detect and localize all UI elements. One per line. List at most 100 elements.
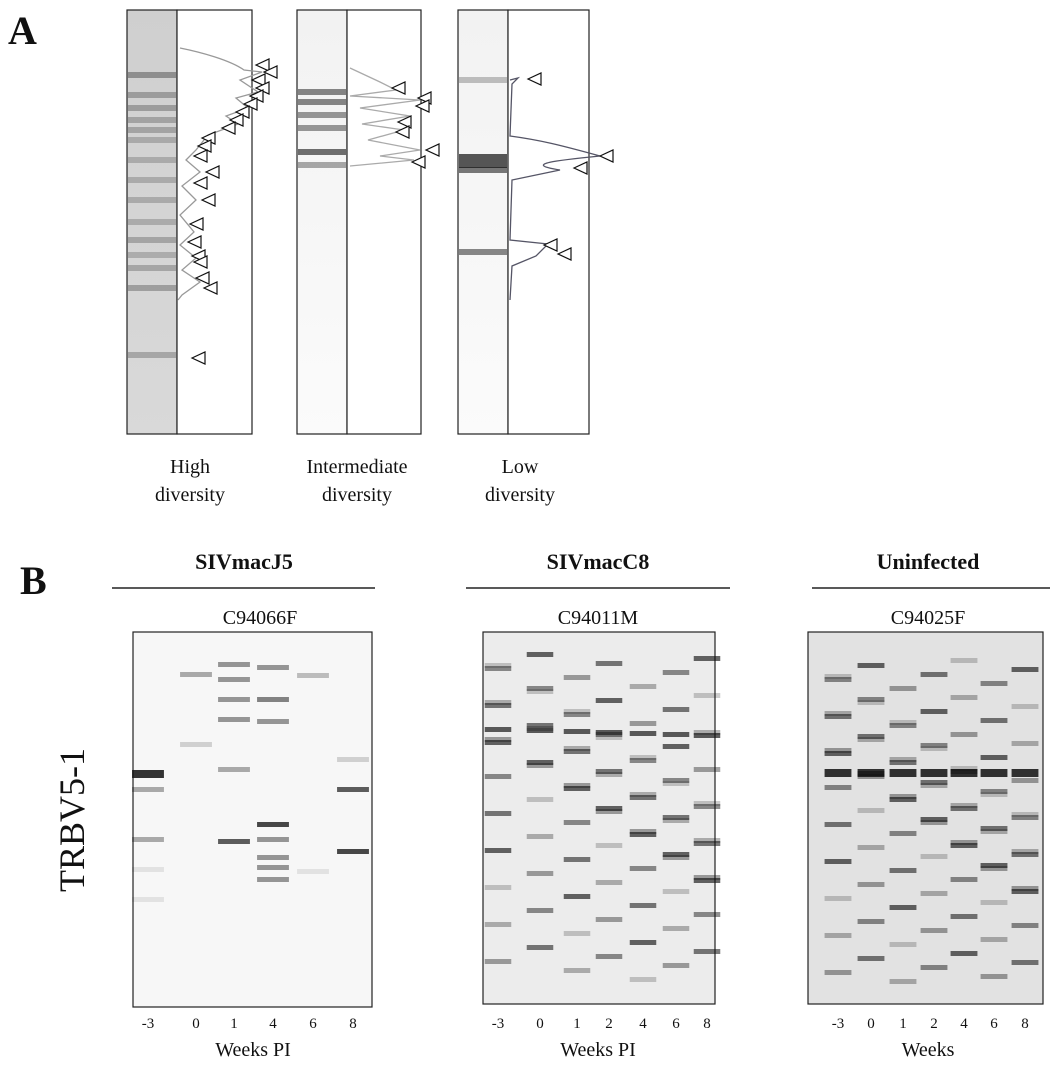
lane-label: -3 bbox=[142, 1016, 155, 1032]
band bbox=[526, 908, 554, 913]
band bbox=[595, 806, 623, 811]
band bbox=[629, 903, 657, 908]
band bbox=[595, 735, 623, 740]
band bbox=[257, 855, 289, 860]
band bbox=[980, 769, 1008, 777]
band bbox=[128, 137, 176, 143]
densitometry-trace bbox=[509, 76, 601, 301]
band bbox=[857, 956, 885, 961]
band bbox=[980, 937, 1008, 942]
lane-label: 4 bbox=[960, 1016, 968, 1032]
peak-marker bbox=[242, 97, 258, 111]
lane-label: 4 bbox=[639, 1016, 647, 1032]
band bbox=[257, 865, 289, 870]
band bbox=[824, 822, 852, 827]
band bbox=[950, 914, 978, 919]
trace-box bbox=[176, 9, 253, 435]
band bbox=[180, 672, 212, 677]
band bbox=[526, 686, 554, 691]
band bbox=[526, 760, 554, 765]
band bbox=[889, 979, 917, 984]
band bbox=[693, 656, 721, 661]
band bbox=[980, 974, 1008, 979]
band bbox=[662, 670, 690, 675]
band bbox=[526, 945, 554, 950]
band bbox=[484, 811, 512, 816]
band bbox=[662, 732, 690, 737]
band bbox=[595, 880, 623, 885]
band bbox=[595, 917, 623, 922]
peak-marker bbox=[556, 247, 572, 261]
gel-caption: High bbox=[170, 456, 210, 478]
band bbox=[889, 723, 917, 728]
band bbox=[563, 968, 591, 973]
gel-group: SIVmacC8 C94011M -3 0 1 2 4 6 8 Weeks PI bbox=[466, 549, 730, 1061]
band bbox=[132, 867, 164, 872]
gel-caption: Low bbox=[502, 456, 539, 478]
lane-label: 6 bbox=[672, 1016, 680, 1032]
band bbox=[980, 789, 1008, 794]
band bbox=[629, 792, 657, 797]
band bbox=[298, 99, 346, 105]
band bbox=[824, 748, 852, 753]
group-title: SIVmacC8 bbox=[547, 549, 650, 574]
band bbox=[526, 871, 554, 876]
band bbox=[128, 252, 176, 258]
band bbox=[128, 197, 176, 203]
peak-marker bbox=[196, 139, 212, 153]
peak-marker bbox=[424, 143, 440, 157]
band bbox=[218, 717, 250, 722]
band bbox=[1011, 741, 1039, 746]
band bbox=[857, 882, 885, 887]
lane-label: 8 bbox=[703, 1016, 711, 1032]
band bbox=[889, 797, 917, 802]
band bbox=[1011, 889, 1039, 894]
band bbox=[693, 801, 721, 806]
band bbox=[920, 783, 948, 788]
band bbox=[693, 733, 721, 738]
band bbox=[889, 769, 917, 777]
band bbox=[857, 769, 885, 777]
peak-marker bbox=[200, 193, 216, 207]
band bbox=[595, 698, 623, 703]
band bbox=[950, 951, 978, 956]
trace-box bbox=[507, 9, 590, 435]
band bbox=[563, 786, 591, 791]
band bbox=[857, 808, 885, 813]
gels: High diversity Intermediate diversity Low div… bbox=[112, 9, 1050, 1061]
band bbox=[693, 912, 721, 917]
lane-label: 2 bbox=[930, 1016, 938, 1032]
band bbox=[128, 177, 176, 183]
band bbox=[693, 804, 721, 809]
band bbox=[526, 728, 554, 733]
peak-marker bbox=[204, 165, 220, 179]
lane-label: 8 bbox=[1021, 1016, 1029, 1032]
gel-lane bbox=[126, 9, 178, 435]
gel-panel: Intermediate diversity bbox=[296, 9, 440, 506]
band bbox=[920, 854, 948, 859]
band bbox=[920, 965, 948, 970]
x-axis-label: Weeks PI bbox=[215, 1039, 291, 1061]
peak-marker bbox=[396, 115, 412, 129]
band bbox=[563, 931, 591, 936]
band bbox=[980, 681, 1008, 686]
band bbox=[824, 859, 852, 864]
band bbox=[662, 818, 690, 823]
band bbox=[218, 662, 250, 667]
band bbox=[889, 831, 917, 836]
band bbox=[459, 77, 507, 83]
band bbox=[920, 780, 948, 785]
band bbox=[337, 849, 369, 854]
band bbox=[920, 709, 948, 714]
band bbox=[526, 689, 554, 694]
band bbox=[298, 89, 346, 95]
peak-marker bbox=[598, 149, 614, 163]
band bbox=[563, 729, 591, 734]
lane-label: 1 bbox=[230, 1016, 238, 1032]
band bbox=[950, 877, 978, 882]
lane-label: 6 bbox=[990, 1016, 998, 1032]
band bbox=[484, 703, 512, 708]
band bbox=[484, 740, 512, 745]
peak-marker bbox=[228, 113, 244, 127]
band bbox=[128, 72, 176, 78]
